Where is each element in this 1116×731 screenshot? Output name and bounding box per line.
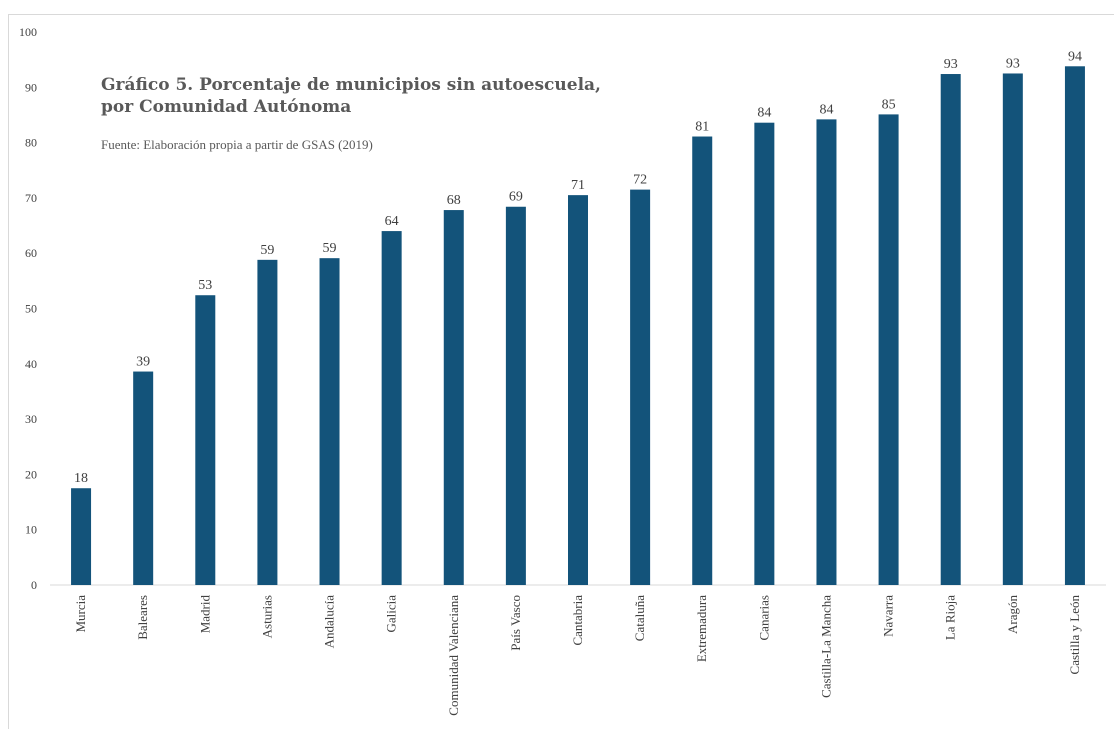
data-label: 94 xyxy=(1068,49,1082,64)
bar-asturias xyxy=(257,259,278,585)
data-label: 64 xyxy=(385,214,399,229)
y-tick-label: 40 xyxy=(25,357,37,371)
bar-murcia xyxy=(71,488,92,585)
bar-pa-s-vasco xyxy=(505,206,526,586)
data-label: 93 xyxy=(1006,56,1020,71)
bar-baleares xyxy=(133,371,154,585)
bar-madrid xyxy=(195,295,216,585)
bar-catalu-a xyxy=(630,189,651,586)
data-label: 18 xyxy=(74,471,88,486)
x-tick-label: Aragón xyxy=(1005,595,1020,634)
y-tick-label: 50 xyxy=(25,302,37,316)
x-tick-label: Cataluña xyxy=(632,595,647,641)
data-label: 69 xyxy=(509,190,523,205)
bar-comunidad-valenciana xyxy=(443,210,464,586)
x-tick-label: País Vasco xyxy=(508,595,523,651)
data-labels: 18 39 53 59 59 64 68 69 71 72 81 84 84 85 93 93 94 xyxy=(74,49,1082,486)
y-tick-label: 100 xyxy=(19,25,37,39)
y-tick-label: 60 xyxy=(25,246,37,260)
bar-canarias xyxy=(754,122,775,585)
x-tick-label: Murcia xyxy=(73,595,88,633)
bar-galicia xyxy=(381,231,402,585)
bar-arag-n xyxy=(1002,73,1023,585)
bar-extremadura xyxy=(692,136,713,585)
y-axis-tick-labels: 0 10 20 30 40 50 60 70 80 90 100 xyxy=(19,25,37,592)
bar-castilla-la-mancha xyxy=(816,119,837,586)
bar-la-rioja xyxy=(940,74,961,585)
chart-frame xyxy=(8,14,1114,729)
x-tick-label: Cantabria xyxy=(570,595,585,646)
bar-navarra xyxy=(878,114,899,585)
x-tick-label: Andalucía xyxy=(322,595,337,649)
x-axis-tick-labels: Murcia Baleares Madrid Asturias Andalucía Gal… xyxy=(73,595,1082,716)
y-tick-label: 80 xyxy=(25,136,37,150)
x-tick-label: Castilla-La Mancha xyxy=(818,595,833,698)
data-label: 84 xyxy=(819,102,833,117)
bars xyxy=(71,66,1085,586)
x-tick-label: Madrid xyxy=(197,595,212,634)
chart-title: Gráfico 5. Porcentaje de municipios sin … xyxy=(101,75,601,117)
y-tick-label: 90 xyxy=(25,80,37,94)
data-label: 93 xyxy=(944,57,958,72)
x-tick-label: Baleares xyxy=(135,595,150,640)
y-tick-label: 0 xyxy=(31,578,37,592)
y-tick-label: 30 xyxy=(25,412,37,426)
data-label: 85 xyxy=(882,97,896,112)
data-label: 71 xyxy=(571,178,585,193)
x-tick-label: Navarra xyxy=(881,595,896,637)
x-tick-label: Asturias xyxy=(259,595,274,638)
x-tick-label: Comunidad Valenciana xyxy=(446,595,461,716)
data-label: 84 xyxy=(757,106,771,121)
data-label: 81 xyxy=(695,120,709,135)
x-tick-label: Galicia xyxy=(384,595,399,633)
bar-andaluc-a xyxy=(319,258,340,585)
data-label: 72 xyxy=(633,173,647,188)
x-tick-label: Extremadura xyxy=(694,595,709,662)
data-label: 59 xyxy=(323,241,337,256)
y-tick-label: 70 xyxy=(25,191,37,205)
bar-cantabria xyxy=(568,195,588,585)
x-tick-label: Castilla y León xyxy=(1067,595,1082,675)
data-label: 39 xyxy=(136,355,150,370)
x-tick-label: La Rioja xyxy=(943,595,958,640)
data-label: 68 xyxy=(447,193,461,208)
y-tick-label: 20 xyxy=(25,467,37,481)
data-label: 59 xyxy=(260,243,274,258)
bar-castilla-y-le-n xyxy=(1064,66,1085,585)
chart-source-note: Fuente: Elaboración propia a partir de G… xyxy=(101,137,373,152)
y-tick-label: 10 xyxy=(25,523,37,537)
x-tick-label: Canarias xyxy=(756,595,771,640)
data-label: 53 xyxy=(198,278,212,293)
